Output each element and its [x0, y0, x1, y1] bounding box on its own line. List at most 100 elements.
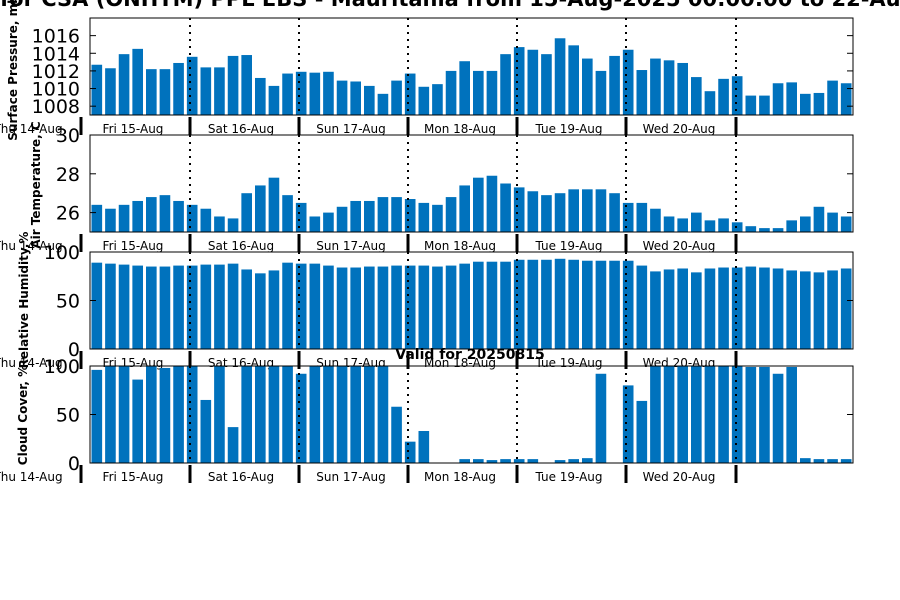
bar — [759, 95, 770, 115]
bar — [309, 216, 321, 232]
bar — [323, 265, 334, 349]
bar — [718, 366, 729, 463]
bar — [432, 266, 443, 349]
bar — [554, 38, 566, 115]
bar — [677, 62, 688, 115]
y-tick-label: 0 — [68, 339, 80, 361]
bar — [132, 48, 143, 115]
bar — [813, 272, 825, 349]
bar — [336, 267, 348, 349]
bar — [241, 55, 252, 115]
bar — [513, 187, 525, 232]
bar — [323, 366, 334, 463]
bar — [513, 459, 525, 463]
bar — [786, 366, 797, 463]
bar — [445, 197, 457, 232]
bar — [227, 427, 239, 463]
bar — [622, 49, 634, 115]
bar — [418, 202, 430, 232]
bar — [731, 76, 743, 115]
bar — [459, 185, 470, 232]
bar — [118, 366, 130, 463]
valid-label: Valid for 20250815 — [395, 347, 544, 363]
bar — [718, 78, 729, 115]
bar — [227, 263, 239, 349]
y-tick-label: 50 — [56, 405, 80, 427]
bar — [255, 366, 266, 463]
bar — [159, 266, 171, 349]
bar — [105, 366, 116, 463]
bar — [636, 202, 648, 232]
bar — [691, 77, 702, 115]
bar — [473, 70, 484, 115]
bar — [146, 69, 157, 115]
bar — [527, 259, 539, 349]
bar — [704, 91, 716, 115]
bar — [364, 200, 375, 232]
bar — [255, 185, 266, 232]
bar — [813, 206, 825, 232]
bar — [268, 177, 280, 232]
bar — [91, 369, 103, 463]
bar — [377, 93, 389, 115]
bar — [282, 195, 293, 232]
bar — [200, 208, 212, 232]
bar — [350, 366, 361, 463]
x-tick-label: Thu 14-Aug — [0, 122, 63, 136]
bar — [554, 193, 566, 232]
y-axis-label: Relative Humidity,% — [17, 232, 31, 369]
y-tick-label: 26 — [56, 203, 80, 225]
bar — [609, 55, 620, 115]
bar — [650, 271, 661, 349]
bar — [650, 208, 661, 232]
bar — [377, 366, 389, 463]
bar — [364, 266, 375, 349]
x-tick-label: Mon 18-Aug — [424, 122, 496, 136]
x-tick-label: Fri 15-Aug — [103, 239, 164, 253]
x-tick-label: Wed 20-Aug — [643, 122, 716, 136]
bar — [541, 195, 552, 232]
bar — [418, 86, 430, 115]
bar — [268, 85, 280, 115]
bar — [404, 73, 416, 115]
bar — [459, 459, 470, 463]
bar — [186, 204, 198, 232]
bar — [459, 61, 470, 115]
bar — [486, 70, 498, 115]
bar — [336, 366, 348, 463]
x-tick-label: Fri 15-Aug — [103, 470, 164, 484]
bar — [186, 366, 198, 463]
bar — [309, 366, 321, 463]
y-tick-label: 1012 — [32, 61, 80, 83]
bar — [745, 226, 757, 232]
bar — [595, 70, 607, 115]
bar — [800, 271, 811, 349]
bar — [186, 265, 198, 349]
bar — [772, 373, 784, 463]
bar — [677, 218, 688, 232]
x-tick-label: Sat 16-Aug — [208, 470, 274, 484]
bar — [786, 220, 797, 232]
bar — [323, 212, 334, 232]
bar — [295, 263, 307, 349]
bar — [527, 49, 539, 115]
bar — [105, 68, 116, 115]
bar — [663, 269, 675, 349]
bar — [473, 177, 484, 232]
bar — [227, 55, 239, 115]
bar — [663, 366, 675, 463]
bar — [118, 264, 130, 349]
bar — [473, 459, 484, 463]
y-axis-label: Air Temperature, C — [29, 121, 43, 249]
bar — [554, 258, 566, 349]
bar — [486, 460, 498, 463]
bar — [541, 259, 552, 349]
y-axis-label: Surface Pressure, mb — [6, 0, 20, 141]
bar — [827, 459, 838, 463]
bar — [582, 189, 593, 232]
bar — [364, 366, 375, 463]
bar — [323, 71, 334, 115]
bar — [391, 406, 402, 463]
bar — [309, 72, 321, 115]
